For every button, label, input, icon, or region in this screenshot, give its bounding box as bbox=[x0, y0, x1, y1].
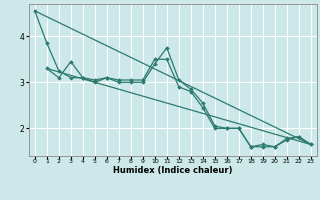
X-axis label: Humidex (Indice chaleur): Humidex (Indice chaleur) bbox=[113, 166, 233, 175]
